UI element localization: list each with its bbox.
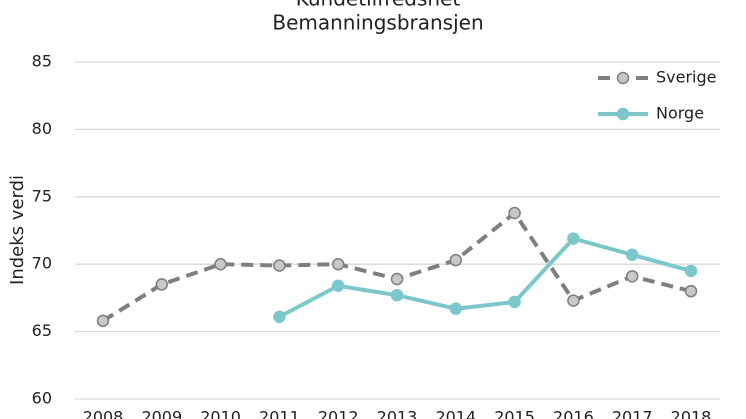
x-tick-label: 2017 bbox=[612, 408, 653, 419]
x-tick-label: 2013 bbox=[377, 408, 418, 419]
data-point bbox=[625, 270, 639, 283]
series-line bbox=[278, 236, 692, 319]
chart-title: Kundetilfredshet bbox=[296, 0, 461, 11]
x-tick-label: 2015 bbox=[494, 408, 535, 419]
y-axis-label: Indeks verdi bbox=[7, 175, 28, 285]
data-point bbox=[449, 253, 463, 267]
y-tick-label: 70 bbox=[32, 254, 52, 273]
legend-marker bbox=[616, 71, 630, 85]
data-point bbox=[625, 248, 639, 262]
x-tick-label: 2018 bbox=[671, 408, 712, 419]
x-tick-label: 2014 bbox=[435, 408, 476, 419]
series-line bbox=[101, 210, 692, 323]
legend-label: Norge bbox=[656, 104, 704, 123]
data-point bbox=[684, 284, 698, 298]
data-point bbox=[331, 279, 345, 293]
data-point bbox=[273, 310, 286, 324]
data-point bbox=[508, 295, 521, 309]
x-tick-label: 2009 bbox=[141, 408, 182, 419]
legend-label: Sverige bbox=[656, 68, 717, 87]
data-point bbox=[684, 264, 698, 278]
y-tick-label: 85 bbox=[32, 52, 52, 71]
legend-marker bbox=[616, 107, 630, 121]
y-tick-label: 60 bbox=[32, 389, 52, 408]
data-point bbox=[567, 294, 580, 307]
y-tick-label: 80 bbox=[32, 119, 52, 138]
data-point bbox=[273, 259, 286, 272]
x-tick-label: 2008 bbox=[83, 408, 124, 419]
x-tick-label: 2012 bbox=[318, 408, 359, 419]
x-tick-label: 2016 bbox=[553, 408, 594, 419]
data-point bbox=[567, 232, 580, 245]
x-tick-label: 2011 bbox=[259, 408, 300, 419]
data-point bbox=[96, 314, 110, 328]
x-tick-label: 2010 bbox=[200, 408, 241, 419]
chart-title: Bemanningsbransjen bbox=[272, 11, 483, 35]
data-point bbox=[390, 288, 404, 302]
data-point bbox=[508, 206, 521, 220]
data-point bbox=[390, 272, 404, 286]
data-point bbox=[214, 257, 227, 271]
y-tick-label: 75 bbox=[32, 186, 52, 205]
data-point bbox=[449, 302, 463, 315]
data-point bbox=[331, 257, 345, 271]
y-tick-label: 65 bbox=[32, 321, 52, 340]
data-point bbox=[155, 278, 169, 291]
